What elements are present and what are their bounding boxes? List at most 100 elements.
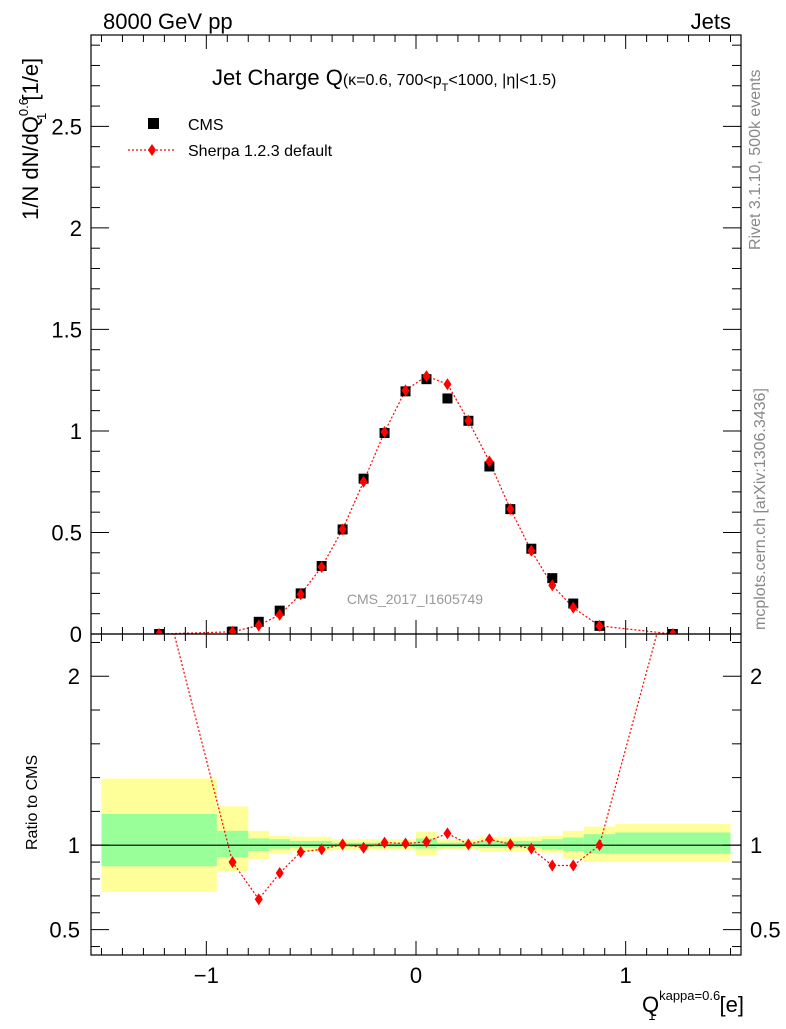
ratio-sherpa-point [548,859,557,872]
sherpa-data-point [296,588,305,601]
legend-cms-marker [148,118,159,129]
sherpa-data-point [443,378,452,391]
ratio-sherpa-point [506,838,515,851]
title-kappa: κ [348,72,357,89]
main-panel: 0 0.5 1 1.5 2 2.5 CMS_2017_I1605749 Jet Charg… [16,34,742,647]
ratio-axes: −1 0 1 0.5 0.5 1 1 2 2 [49,634,781,988]
ratio-sherpa-point [443,827,452,840]
legend-sherpa-marker [148,144,156,156]
ratio-sherpa-point [296,845,305,858]
cms-data-point [442,393,453,404]
x-title-unit: [e] [713,992,744,1017]
title-kappa-rest: =0.6, 700<p [356,72,442,89]
ratio-sherpa-point [275,867,284,880]
rivet-version-label: Rivet 3.1.10, 500k events [747,69,764,250]
stat-uncertainty-band [290,840,333,848]
sherpa-data-point [275,608,284,621]
ratio-y-axis-title: Ratio to CMS [24,755,41,850]
ratio-sherpa-point [359,841,368,854]
header-process-label: Jets [691,9,731,34]
y-tick-label: 2 [70,216,82,241]
ratio-sherpa-point [228,856,237,869]
cms-data-point [547,573,558,584]
legend-sherpa-label: Sherpa 1.2.3 default [188,143,333,160]
sherpa-data-point [380,425,389,438]
ratio-y-tick-label-right: 0.5 [750,918,781,943]
y-tick-label: 1 [70,419,82,444]
title-main: Jet Charge Q [212,65,343,90]
ratio-y-tick-label-right: 1 [750,833,762,858]
ratio-sherpa-point [317,843,326,856]
mcplots-label: mcplots.cern.ch [arXiv:1306.3436] [752,388,769,630]
ratio-sherpa-point [422,835,431,848]
sherpa-data-point [317,560,326,573]
main-y-axis-title: 1/N dN/dQ0.61 [1/e] [16,58,49,220]
ratio-sherpa-point [595,839,604,852]
sherpa-data-point [338,523,347,536]
sherpa-data-point [506,503,515,516]
sherpa-data-point [254,619,263,632]
stat-uncertainty-band [216,830,249,858]
y-title-unit: [1/e] [18,58,43,107]
ratio-sherpa-point [254,893,263,906]
y-title-main: 1/N dN/dQ [18,116,43,220]
y-tick-label: 1.5 [51,317,82,342]
sherpa-data-point [569,601,578,614]
sherpa-data-point [359,475,368,488]
stat-uncertainty-band [615,832,731,854]
ratio-y-tick-label: 2 [68,664,80,689]
stat-uncertainty-band [101,813,217,867]
ratio-sherpa-line [173,634,658,901]
sherpa-data-point [527,544,536,557]
sherpa-data-point [401,384,410,397]
y-tick-label: 2.5 [51,114,82,139]
title-close: |<1.5) [515,72,556,89]
sherpa-data-point [595,619,604,632]
main-plot-area [154,370,678,634]
ratio-plot-area [91,634,741,906]
legend-cms-label: CMS [188,117,224,134]
title-pt-rest: <1000, | [448,72,506,89]
y-title-sup: 0.6 [16,98,31,116]
sherpa-data-point [228,625,237,634]
header-energy-label: 8000 GeV pp [103,9,233,34]
ratio-sherpa-point [338,838,347,851]
main-title: Jet Charge Q(κ=0.6, 700<pT<1000, |η|<1.5… [212,65,556,94]
sherpa-data-point [548,579,557,592]
y-title-sub: 1 [34,113,49,120]
x-title-sub: 1 [648,1008,655,1023]
stat-uncertainty-band [541,839,563,850]
sherpa-data-point [668,628,677,634]
x-axis-title: Qkappa=0.6 1 [e] [642,988,744,1023]
ratio-panel: −1 0 1 0.5 0.5 1 1 2 2 Ratio to CMS Qkappa=0.6 1 … [24,633,781,1023]
ratio-y-tick-label: 0.5 [49,918,80,943]
sherpa-data-point [485,455,494,468]
ratio-y-tick-label: 1 [68,833,80,858]
y-tick-label: 0.5 [51,520,82,545]
ratio-y-tick-label-right: 2 [750,664,762,689]
x-title-main: Q [642,992,659,1017]
y-tick-label: 0 [70,622,82,647]
ratio-sherpa-point [380,836,389,849]
stat-uncertainty-band [269,839,291,849]
sherpa-data-point [422,370,431,383]
ratio-sherpa-point [464,838,473,851]
legend-entry-sherpa: Sherpa 1.2.3 default [128,143,333,160]
ratio-sherpa-point [527,842,536,855]
title-open: ( [343,72,349,89]
title-eta: η [506,72,515,89]
legend: CMS Sherpa 1.2.3 default [128,117,333,160]
ratio-sherpa-point [401,837,410,850]
x-title-sup: kappa=0.6 [659,988,720,1003]
ratio-sherpa-point [485,833,494,846]
x-tick-label: 0 [410,963,422,988]
watermark-analysis-id: CMS_2017_I1605749 [347,591,483,607]
title-pt-sub: T [442,82,449,94]
x-tick-label: −1 [194,963,219,988]
sherpa-data-point [155,628,164,634]
main-axes: 0 0.5 1 1.5 2 2.5 [51,35,741,647]
stat-uncertainty-band [562,837,584,852]
ratio-sherpa-point [569,859,578,872]
x-tick-label: 1 [620,963,632,988]
